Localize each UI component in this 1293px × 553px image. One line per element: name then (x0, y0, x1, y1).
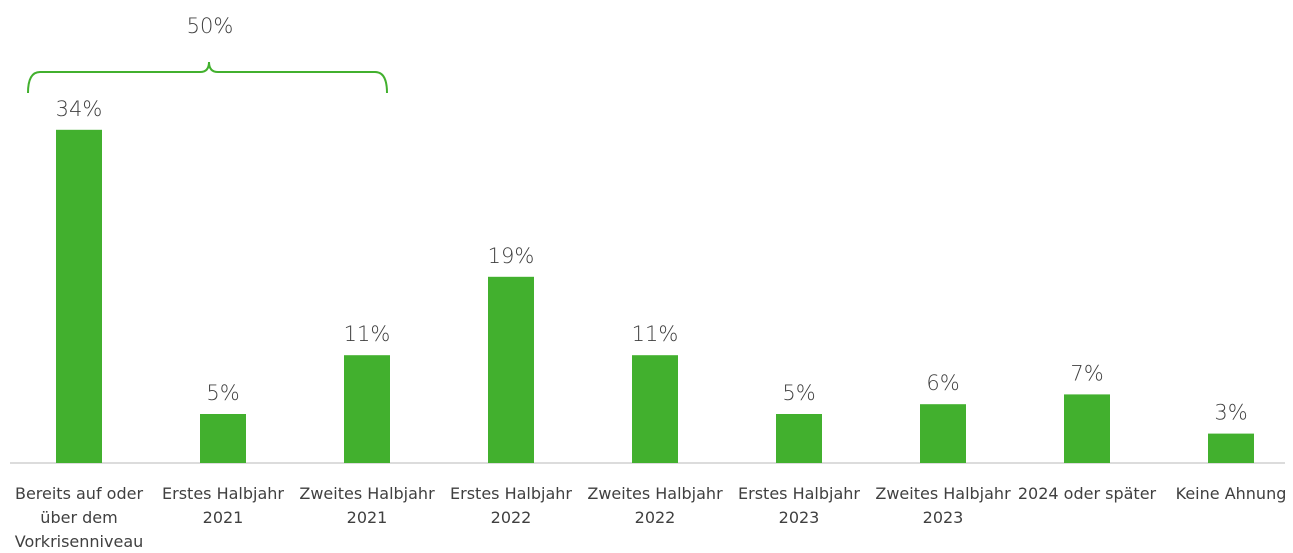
x-tick-label: Erstes Halbjahr 2023 (738, 484, 860, 527)
bar (632, 355, 678, 463)
annotation: 50% (187, 14, 234, 38)
x-tick-label: Bereits auf oder über dem Vorkrisennivea… (14, 484, 144, 551)
bar (488, 276, 534, 463)
x-tick-label: Zweites Halbjahr 2021 (299, 484, 435, 527)
x-tick-label: Erstes Halbjahr 2021 (162, 484, 284, 527)
x-tick-label: 2024 oder später (1017, 484, 1157, 503)
value-label: 3% (1214, 401, 1247, 425)
x-tick-label: Zweites Halbjahr 2023 (875, 484, 1011, 527)
x-tick-label: Zweites Halbjahr 2022 (587, 484, 723, 527)
value-label: 5% (206, 381, 239, 405)
value-label: 6% (926, 371, 959, 395)
bar (776, 414, 822, 463)
bracket (27, 61, 388, 94)
value-label: 7% (1070, 361, 1103, 385)
bar (344, 355, 390, 463)
bar (1208, 433, 1254, 463)
value-label: 34% (56, 97, 103, 121)
value-label: 5% (782, 381, 815, 405)
value-label: 19% (488, 244, 535, 268)
bar (56, 129, 102, 464)
value-label: 11% (344, 322, 391, 346)
bar (200, 414, 246, 463)
bar (920, 404, 966, 463)
value-label: 11% (632, 322, 679, 346)
x-tick-label: Keine Ahnung (1175, 484, 1287, 503)
x-tick-label: Erstes Halbjahr 2022 (450, 484, 572, 527)
bar (1064, 394, 1110, 463)
